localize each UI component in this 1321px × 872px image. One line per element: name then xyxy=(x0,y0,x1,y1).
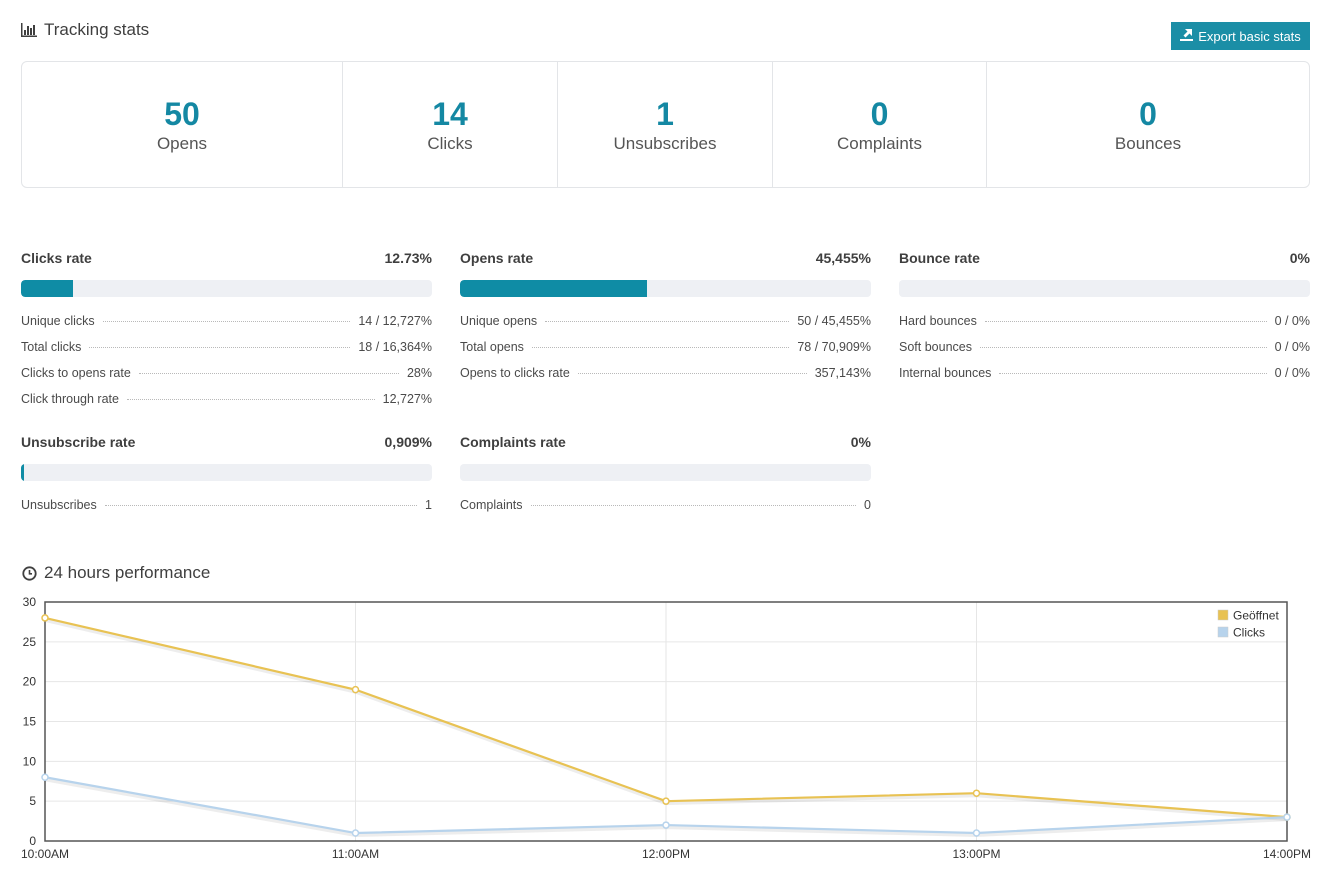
complaints-rate-block: Complaints rate 0% Complaints 0 xyxy=(460,434,871,524)
y-tick-label: 25 xyxy=(23,635,37,649)
clock-icon xyxy=(20,564,38,582)
list-item: Opens to clicks rate 357,143% xyxy=(460,366,871,380)
stat-clicks: 14 Clicks xyxy=(343,62,558,187)
data-point xyxy=(41,773,49,782)
bar-chart-icon xyxy=(20,21,38,39)
rate-title: Unsubscribe rate xyxy=(21,434,136,450)
unsubscribe-rate-bar xyxy=(21,464,432,481)
export-button-label: Export basic stats xyxy=(1198,28,1301,44)
stat-label: Opens xyxy=(156,133,208,153)
opens-rate-block: Opens rate 45,455% Unique opens 50 / 45,45… xyxy=(460,250,871,392)
x-tick-label: 12:00PM xyxy=(642,847,690,861)
y-tick-label: 30 xyxy=(23,595,37,609)
x-tick-label: 13:00PM xyxy=(952,847,1000,861)
stat-value: 14 xyxy=(432,95,468,132)
complaints-rate-bar xyxy=(460,464,871,481)
opens-rate-fill xyxy=(460,280,647,297)
unsubscribe-rate-block: Unsubscribe rate 0,909% Unsubscribes 1 xyxy=(21,434,432,524)
legend-swatch xyxy=(1217,609,1229,621)
list-item: Total opens 78 / 70,909% xyxy=(460,340,871,354)
stat-value: 50 xyxy=(164,95,200,132)
performance-title: 24 hours performance xyxy=(20,563,210,583)
rate-title: Opens rate xyxy=(460,250,534,266)
export-basic-stats-button[interactable]: Export basic stats xyxy=(1171,22,1310,50)
list-item: Soft bounces 0 / 0% xyxy=(899,340,1310,354)
data-point xyxy=(351,685,360,694)
bounce-rate-block: Bounce rate 0% Hard bounces 0 / 0% Soft bo… xyxy=(899,250,1310,392)
summary-stats: 50 Opens 14 Clicks 1 Unsubscribes 0 Comp… xyxy=(21,61,1310,188)
rate-value: 12.73% xyxy=(384,250,432,266)
list-item: Clicks to opens rate 28% xyxy=(21,366,432,380)
stat-bounces: 0 Bounces xyxy=(987,62,1309,187)
legend-label: Geöffnet xyxy=(1233,609,1279,623)
clicks-rate-fill xyxy=(21,280,74,297)
rate-title: Complaints rate xyxy=(460,434,566,450)
x-tick-label: 11:00AM xyxy=(332,847,379,861)
y-tick-label: 0 xyxy=(29,834,36,848)
stat-value: 1 xyxy=(656,95,674,132)
opens-rate-bar xyxy=(460,280,871,297)
stat-label: Complaints xyxy=(836,133,923,153)
data-point xyxy=(41,614,49,622)
y-tick-label: 20 xyxy=(23,675,37,689)
stat-label: Unsubscribes xyxy=(613,133,717,153)
data-point xyxy=(662,821,670,829)
rate-value: 0,909% xyxy=(384,434,432,450)
y-tick-label: 10 xyxy=(23,754,37,768)
stat-label: Clicks xyxy=(427,133,473,153)
x-tick-label: 10:00AM xyxy=(21,847,69,861)
list-item: Click through rate 12,727% xyxy=(21,392,432,406)
legend-label: Clicks xyxy=(1233,626,1265,640)
stat-complaints: 0 Complaints xyxy=(773,62,987,187)
bounce-rate-bar xyxy=(899,280,1310,297)
clicks-rate-bar xyxy=(21,280,432,297)
stat-value: 0 xyxy=(1139,95,1157,132)
list-item: Unique opens 50 / 45,455% xyxy=(460,314,871,328)
tracking-stats-title-text: Tracking stats xyxy=(44,20,150,39)
list-item: Total clicks 18 / 16,364% xyxy=(21,340,432,354)
stat-opens: 50 Opens xyxy=(22,62,343,187)
y-tick-label: 5 xyxy=(29,794,36,808)
data-point xyxy=(662,797,670,805)
rate-title: Bounce rate xyxy=(899,250,980,266)
export-icon xyxy=(1180,28,1194,44)
plot-frame xyxy=(44,601,1288,842)
unsubscribe-rate-fill xyxy=(21,464,24,481)
data-point xyxy=(351,829,360,837)
data-point xyxy=(1283,813,1291,821)
stat-unsubscribes: 1 Unsubscribes xyxy=(558,62,773,187)
data-point xyxy=(972,829,981,837)
stat-value: 0 xyxy=(870,95,889,132)
list-item: Complaints 0 xyxy=(460,498,871,512)
performance-title-text: 24 hours performance xyxy=(44,563,211,582)
list-item: Hard bounces 0 / 0% xyxy=(899,314,1310,328)
y-tick-label: 15 xyxy=(23,715,37,729)
rate-value: 0% xyxy=(850,434,871,450)
chart-legend: Geöffnet Clicks xyxy=(1217,609,1279,640)
list-item: Internal bounces 0 / 0% xyxy=(899,366,1310,380)
x-tick-label: 14:00PM xyxy=(1263,847,1311,861)
data-point xyxy=(972,789,981,797)
stat-label: Bounces xyxy=(1114,133,1182,153)
rate-value: 45,455% xyxy=(815,250,871,266)
rate-title: Clicks rate xyxy=(21,250,92,266)
clicks-rate-block: Clicks rate 12.73% Unique clicks 14 / 12,7… xyxy=(21,250,432,418)
tracking-stats-title: Tracking stats xyxy=(20,20,149,40)
legend-swatch xyxy=(1217,626,1229,638)
rate-value: 0% xyxy=(1289,250,1310,266)
performance-chart: 0 5 10 15 20 25 30 10:00AM 11:00AM 12:00PM 13:00PM… xyxy=(21,595,1311,861)
list-item: Unsubscribes 1 xyxy=(21,498,432,512)
list-item: Unique clicks 14 / 12,727% xyxy=(21,314,432,328)
